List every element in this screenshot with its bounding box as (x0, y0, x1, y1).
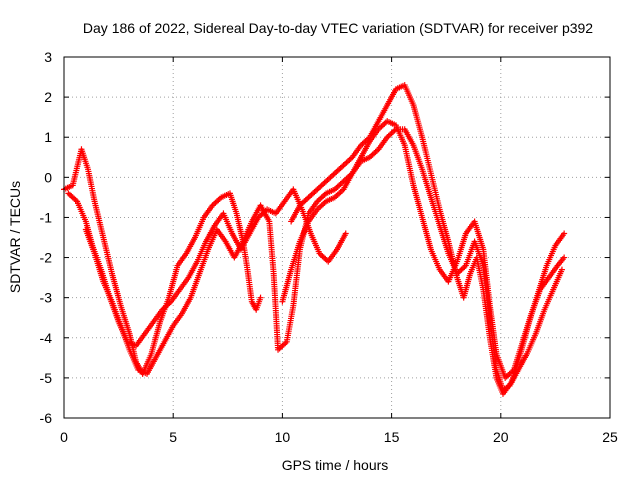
x-tick-label: 25 (602, 429, 618, 445)
x-axis-label: GPS time / hours (282, 457, 389, 473)
chart-title: Day 186 of 2022, Sidereal Day-to-day VTE… (83, 20, 593, 36)
data-points (61, 82, 568, 397)
data-point (342, 230, 349, 237)
y-tick-label: -4 (40, 330, 53, 346)
grid-lines (64, 57, 610, 418)
x-tick-label: 5 (169, 429, 177, 445)
y-tick-label: 3 (44, 49, 52, 65)
y-tick-label: 2 (44, 89, 52, 105)
y-tick-label: 1 (44, 129, 52, 145)
plot-frame (63, 56, 611, 419)
series-track-5 (279, 118, 568, 381)
y-tick-label: 0 (44, 169, 52, 185)
y-tick-label: -2 (40, 250, 53, 266)
axes: 0 5 10 15 20 25 -6 -5 -4 -3 -2 -1 0 1 2 3 (40, 49, 618, 445)
data-point (558, 266, 565, 273)
y-tick-label: -1 (40, 209, 53, 225)
y-tick-label: -5 (40, 370, 53, 386)
x-tick-label: 0 (60, 429, 68, 445)
x-tick-label: 15 (384, 429, 400, 445)
data-point (561, 230, 568, 237)
y-tick-label: -6 (40, 410, 53, 426)
x-tick-label: 10 (275, 429, 291, 445)
y-axis-label: SDTVAR / TECUs (7, 181, 23, 293)
y-tick-label: -3 (40, 290, 53, 306)
x-tick-label: 20 (493, 429, 509, 445)
data-point (257, 294, 264, 301)
data-point (561, 254, 568, 261)
